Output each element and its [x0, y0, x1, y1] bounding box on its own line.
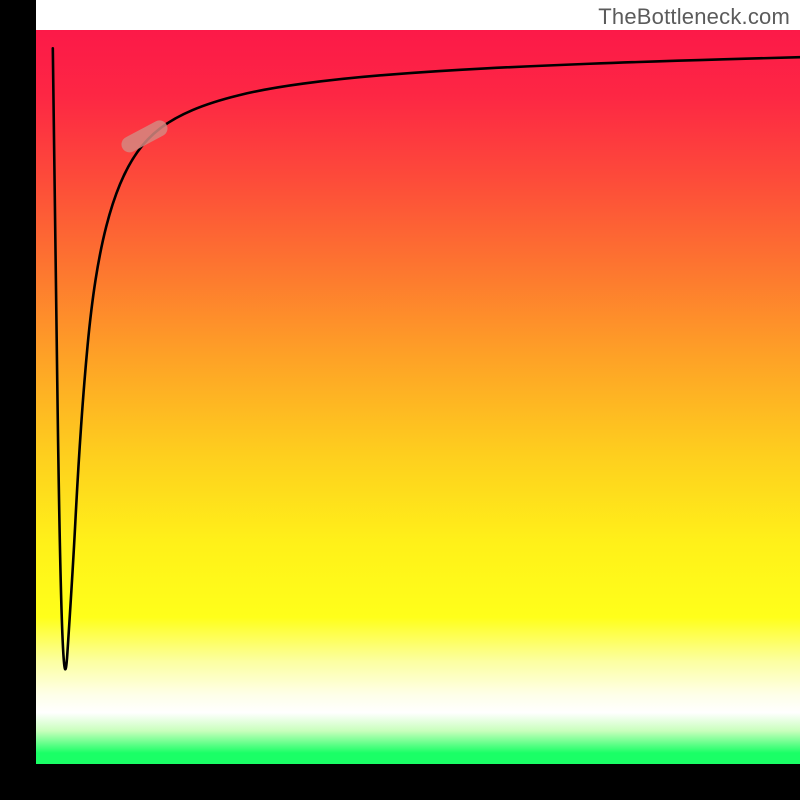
bottleneck-curve-chart: [0, 0, 800, 800]
y-axis: [0, 0, 36, 800]
chart-container: TheBottleneck.com: [0, 0, 800, 800]
x-axis: [0, 764, 800, 800]
source-attribution-label: TheBottleneck.com: [598, 4, 790, 30]
